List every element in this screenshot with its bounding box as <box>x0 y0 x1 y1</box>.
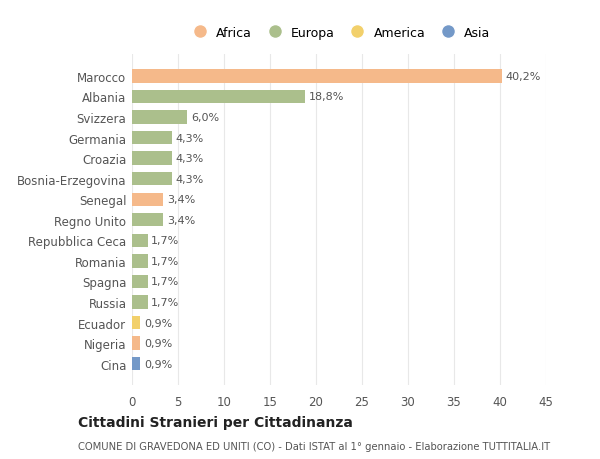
Text: Cittadini Stranieri per Cittadinanza: Cittadini Stranieri per Cittadinanza <box>78 415 353 429</box>
Text: 40,2%: 40,2% <box>506 72 541 82</box>
Text: 18,8%: 18,8% <box>308 92 344 102</box>
Text: 6,0%: 6,0% <box>191 113 219 123</box>
Text: 3,4%: 3,4% <box>167 215 195 225</box>
Text: COMUNE DI GRAVEDONA ED UNITI (CO) - Dati ISTAT al 1° gennaio - Elaborazione TUTT: COMUNE DI GRAVEDONA ED UNITI (CO) - Dati… <box>78 441 550 451</box>
Bar <box>132 234 148 247</box>
Bar <box>132 111 187 124</box>
Bar <box>132 357 140 370</box>
Bar <box>132 275 148 289</box>
Text: 1,7%: 1,7% <box>151 256 179 266</box>
Text: 4,3%: 4,3% <box>175 133 203 143</box>
Bar <box>132 90 305 104</box>
Bar <box>132 193 163 207</box>
Text: 0,9%: 0,9% <box>144 338 172 348</box>
Bar <box>132 132 172 145</box>
Text: 4,3%: 4,3% <box>175 174 203 185</box>
Text: 1,7%: 1,7% <box>151 277 179 287</box>
Text: 0,9%: 0,9% <box>144 318 172 328</box>
Bar <box>132 70 502 84</box>
Legend: Africa, Europa, America, Asia: Africa, Europa, America, Asia <box>182 22 496 45</box>
Text: 1,7%: 1,7% <box>151 297 179 308</box>
Bar <box>132 213 163 227</box>
Bar <box>132 337 140 350</box>
Bar <box>132 173 172 186</box>
Text: 4,3%: 4,3% <box>175 154 203 164</box>
Bar <box>132 316 140 330</box>
Bar <box>132 255 148 268</box>
Text: 0,9%: 0,9% <box>144 359 172 369</box>
Text: 3,4%: 3,4% <box>167 195 195 205</box>
Bar <box>132 296 148 309</box>
Text: 1,7%: 1,7% <box>151 236 179 246</box>
Bar <box>132 152 172 165</box>
